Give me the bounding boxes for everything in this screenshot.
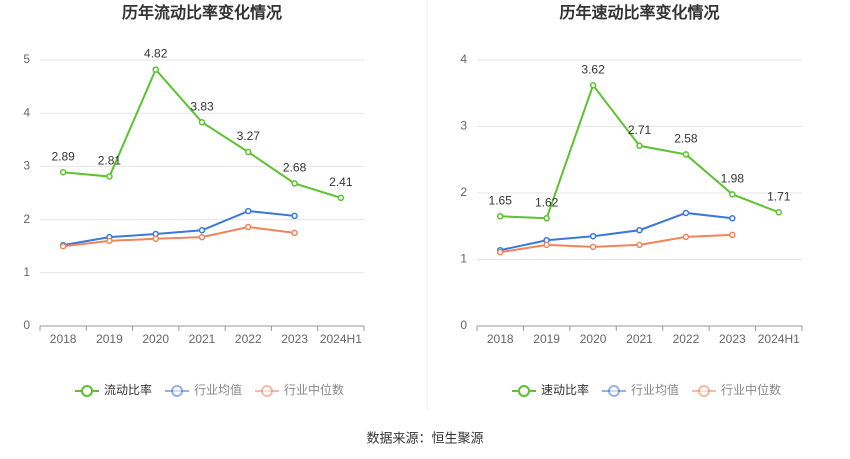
- legend-marker: [608, 385, 620, 397]
- data-label: 2.71: [628, 123, 652, 137]
- point: [337, 194, 345, 202]
- y-tick-label: 1: [23, 265, 30, 279]
- data-label: 1.65: [489, 193, 513, 207]
- legend-marker: [261, 385, 273, 397]
- legend-marker: [698, 385, 710, 397]
- y-tick-label: 0: [460, 318, 467, 332]
- chart-title: 历年速动比率变化情况: [559, 3, 719, 22]
- series-line: [500, 211, 733, 252]
- y-tick-label: 3: [23, 159, 30, 173]
- legend-label: 行业中位数: [284, 382, 344, 397]
- point: [589, 243, 597, 251]
- legend-marker: [518, 385, 530, 397]
- point: [636, 226, 643, 234]
- x-tick-label: 2024H1: [320, 332, 362, 346]
- data-label: 2.81: [98, 154, 122, 168]
- data-label: 3.27: [237, 129, 261, 143]
- legend-marker: [81, 385, 93, 397]
- point: [245, 148, 252, 156]
- data-label: 2.58: [674, 132, 698, 146]
- point: [245, 223, 252, 231]
- point: [152, 66, 159, 73]
- point: [543, 215, 550, 222]
- series-line: [62, 210, 295, 247]
- y-tick-label: 2: [23, 212, 30, 226]
- x-tick-label: 2023: [719, 332, 746, 346]
- point: [636, 241, 643, 249]
- series-line: [500, 233, 733, 254]
- point: [589, 232, 597, 240]
- point: [682, 233, 690, 241]
- data-label: 2.89: [51, 149, 75, 163]
- point: [496, 248, 504, 256]
- legend-label: 行业中位数: [721, 382, 781, 397]
- legend-label: 行业均值: [631, 382, 679, 397]
- y-tick-label: 5: [23, 52, 30, 66]
- y-tick-label: 4: [460, 52, 467, 66]
- point: [291, 212, 298, 220]
- source: 数据来源：恒生聚源: [366, 430, 483, 445]
- point: [59, 169, 67, 176]
- series-line: [63, 67, 342, 199]
- point: [589, 82, 597, 89]
- legend-label: 流动比率: [104, 382, 152, 397]
- series-line: [63, 226, 295, 248]
- data-label: 1.62: [535, 195, 559, 209]
- x-tick-label: 2023: [281, 332, 308, 346]
- data-label: 4.82: [144, 47, 168, 61]
- data-label: 3.62: [581, 62, 605, 76]
- y-tick-label: 3: [460, 119, 467, 133]
- x-tick-label: 2024H1: [758, 332, 800, 346]
- point: [291, 229, 298, 237]
- data-label: 1.98: [721, 172, 745, 186]
- point: [775, 209, 783, 216]
- x-tick-label: 2020: [580, 332, 607, 346]
- x-tick-label: 2020: [142, 332, 169, 346]
- point: [198, 233, 206, 241]
- data-label: 2.68: [283, 161, 307, 175]
- point: [106, 237, 113, 245]
- point: [106, 173, 113, 180]
- point: [496, 213, 504, 220]
- point: [636, 142, 643, 150]
- point: [543, 241, 550, 249]
- point: [59, 242, 67, 250]
- x-tick-label: 2019: [533, 332, 560, 346]
- x-tick-label: 2021: [626, 332, 653, 346]
- legend-label: 行业均值: [194, 382, 242, 397]
- point: [682, 209, 690, 217]
- y-tick-label: 1: [460, 252, 467, 266]
- x-tick-label: 2022: [235, 332, 262, 346]
- x-tick-label: 2022: [673, 332, 700, 346]
- point: [198, 226, 206, 234]
- point: [245, 207, 252, 215]
- x-tick-label: 2019: [96, 332, 123, 346]
- point: [291, 180, 298, 187]
- point: [682, 151, 690, 158]
- data-label: 1.71: [767, 189, 791, 203]
- point: [198, 118, 206, 126]
- point: [729, 231, 736, 239]
- chart-title: 历年流动比率变化情况: [122, 3, 282, 22]
- data-label: 2.41: [329, 175, 353, 189]
- point: [729, 215, 736, 222]
- x-tick-label: 2021: [189, 332, 216, 346]
- legend-label: 速动比率: [541, 382, 589, 397]
- point: [152, 235, 159, 243]
- x-tick-label: 2018: [50, 332, 77, 346]
- legend-marker: [171, 385, 183, 397]
- y-tick-label: 2: [460, 185, 467, 199]
- x-tick-label: 2018: [487, 332, 514, 346]
- y-tick-label: 0: [23, 318, 30, 332]
- point: [729, 191, 736, 198]
- data-label: 3.83: [190, 99, 214, 113]
- y-tick-label: 4: [23, 105, 30, 119]
